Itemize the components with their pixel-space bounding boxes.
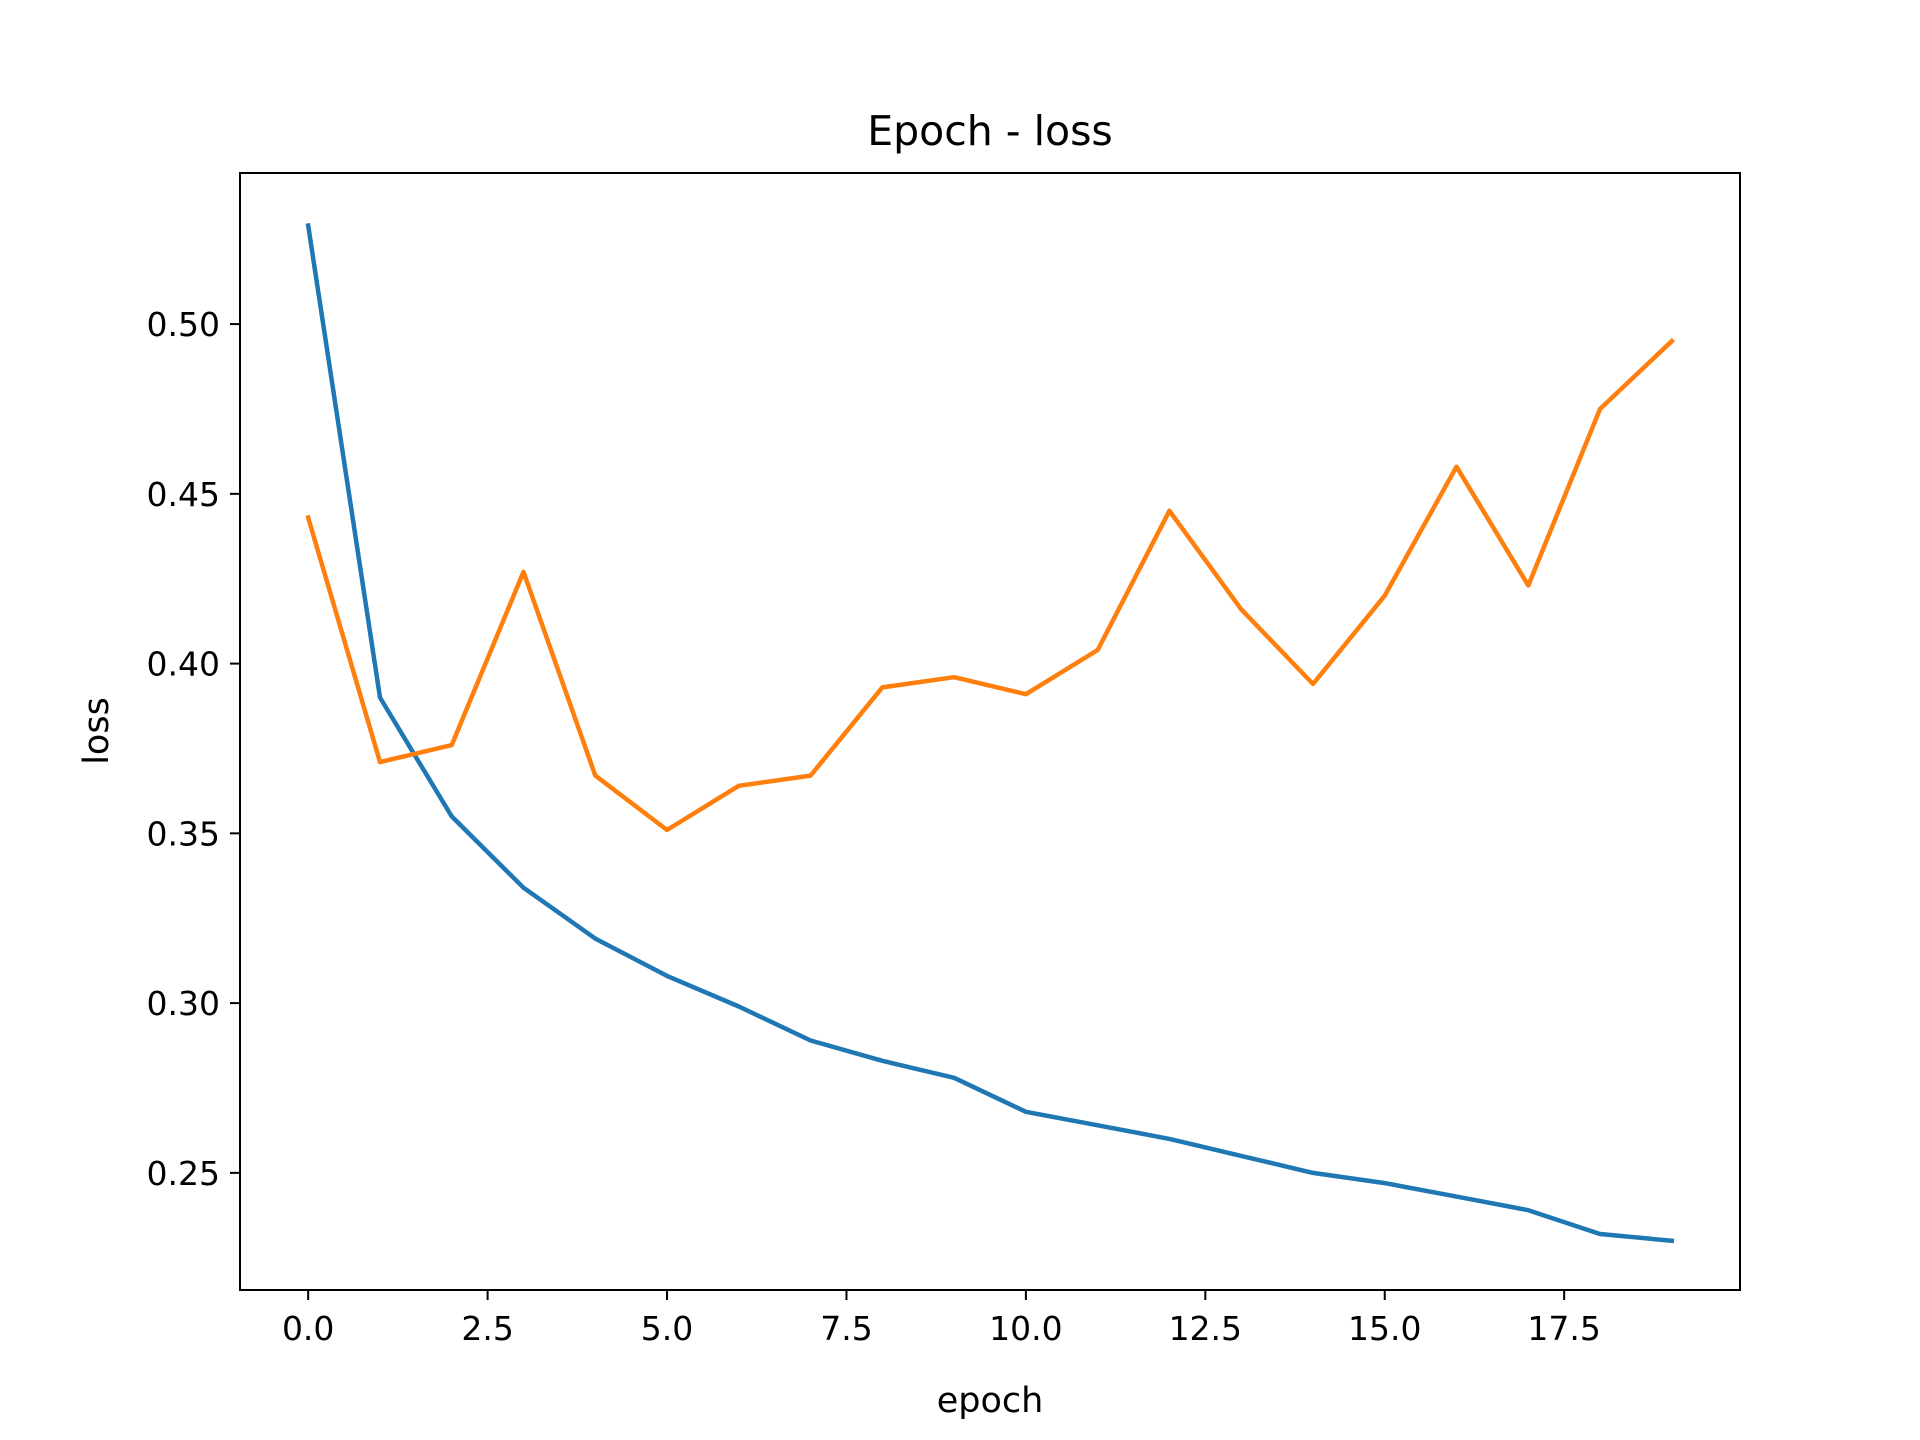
y-axis-label: loss (77, 697, 117, 765)
y-tick-label: 0.35 (147, 814, 220, 853)
x-tick-label: 17.5 (1527, 1309, 1600, 1348)
plot-frame (239, 172, 1741, 1291)
x-tick-label: 0.0 (282, 1309, 334, 1348)
series-line-2 (305, 337, 1675, 833)
x-tick-label: 10.0 (989, 1309, 1062, 1348)
plot-area (240, 173, 1740, 1290)
x-tick-label: 12.5 (1169, 1309, 1242, 1348)
chart-title: Epoch - loss (867, 107, 1113, 155)
x-tick-label: 5.0 (641, 1309, 693, 1348)
series-lines (305, 223, 1675, 1244)
series-line-1 (305, 223, 1675, 1244)
x-tick-label: 15.0 (1348, 1309, 1421, 1348)
y-tick-label: 0.40 (147, 645, 220, 684)
x-axis-label: epoch (937, 1381, 1044, 1421)
axis-ticks: 0.0 2.5 5.0 7.5 10.0 12.5 15.0 17.5 0.25 0.30 0.35… (147, 305, 1601, 1348)
y-tick-label: 0.45 (147, 475, 220, 514)
y-tick-label: 0.25 (147, 1154, 220, 1193)
x-tick-label: 7.5 (820, 1309, 872, 1348)
x-tick-label: 2.5 (461, 1309, 513, 1348)
y-tick-label: 0.30 (147, 984, 220, 1023)
y-tick-label: 0.50 (147, 305, 220, 344)
